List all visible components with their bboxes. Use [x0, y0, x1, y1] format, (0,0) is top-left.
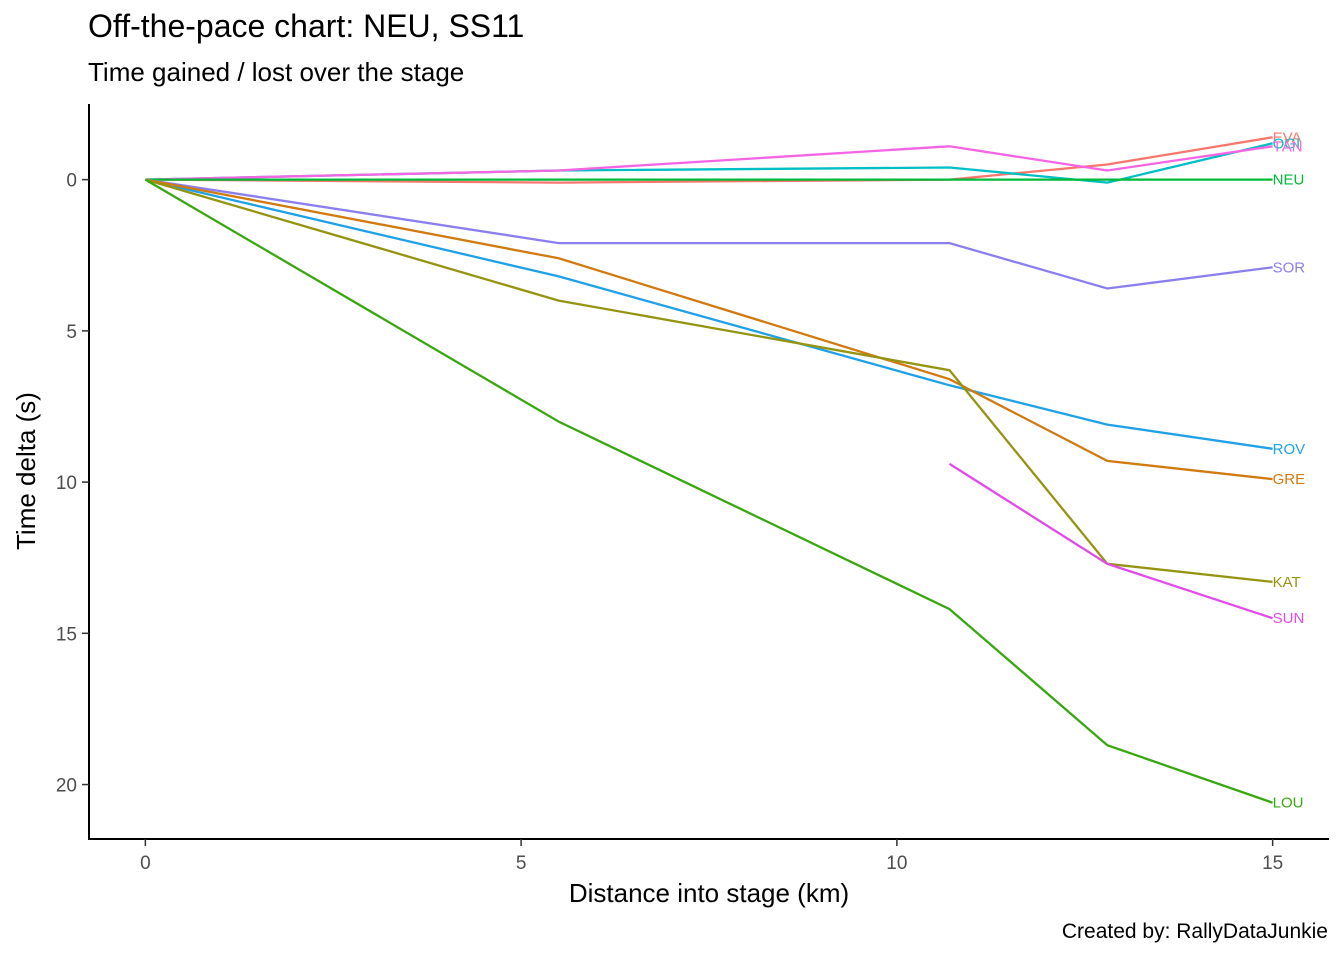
- end-label-eva: EVA: [1273, 129, 1302, 146]
- series-line-rov: [145, 178, 1273, 450]
- end-label-kat: KAT: [1273, 574, 1301, 591]
- y-tick-label: 5: [66, 322, 77, 343]
- end-label-neu: NEU: [1273, 172, 1305, 189]
- y-axis-ticks: 0 5 10 15 20: [56, 171, 89, 797]
- series-line-gre: [145, 178, 1273, 481]
- series-line-sun: [948, 462, 1273, 620]
- series-line-lou: [144, 178, 1273, 804]
- y-tick-label: 20: [56, 776, 77, 797]
- end-label-gre: GRE: [1273, 471, 1306, 488]
- series-line-kat: [145, 178, 1273, 584]
- x-tick-label: 10: [886, 853, 907, 874]
- series-lines: [144, 136, 1273, 804]
- chart-caption: Created by: RallyDataJunkie: [1061, 920, 1328, 943]
- y-tick-label: 10: [56, 473, 77, 494]
- y-axis-title: Time delta (s): [11, 392, 41, 550]
- x-tick-label: 5: [516, 853, 527, 874]
- chart-subtitle: Time gained / lost over the stage: [88, 57, 465, 87]
- end-label-rov: ROV: [1273, 441, 1306, 458]
- end-label-sun: SUN: [1273, 610, 1305, 627]
- x-axis-title: Distance into stage (km): [569, 878, 849, 908]
- series-line-tän: [145, 145, 1273, 181]
- x-tick-label: 15: [1262, 853, 1283, 874]
- series-line-sor: [145, 178, 1273, 290]
- end-label-lou: LOU: [1273, 795, 1304, 812]
- end-label-ogi: OGI: [1273, 135, 1301, 152]
- chart-title: Off-the-pace chart: NEU, SS11: [88, 8, 525, 44]
- end-label-tän: TÄN: [1273, 138, 1303, 155]
- y-tick-label: 0: [66, 171, 77, 192]
- x-tick-label: 0: [140, 853, 151, 874]
- x-axis-ticks: 0 5 10 15: [140, 839, 1283, 874]
- end-label-sor: SOR: [1273, 259, 1306, 276]
- y-tick-label: 15: [56, 624, 77, 645]
